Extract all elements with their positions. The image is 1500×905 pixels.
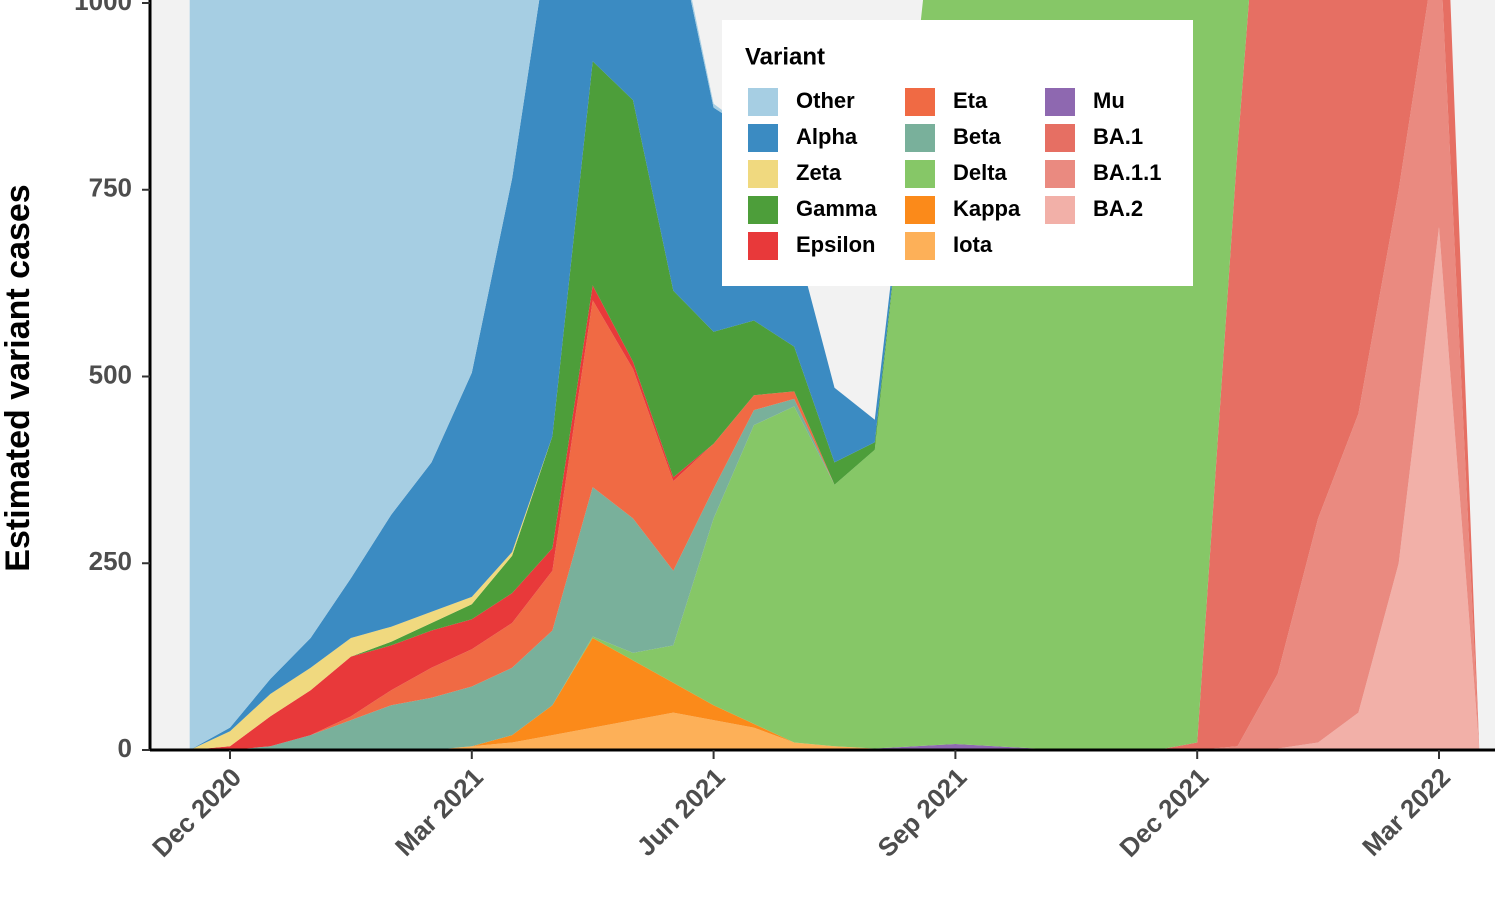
- legend-swatch: [1045, 160, 1075, 188]
- legend-title: Variant: [745, 43, 825, 70]
- legend-swatch: [748, 160, 778, 188]
- x-tick-label: Dec 2020: [146, 762, 247, 863]
- area: [189, 0, 1480, 750]
- y-tick-label: 500: [89, 359, 132, 389]
- y-tick-label: 750: [89, 173, 132, 203]
- legend-label: Delta: [953, 160, 1008, 185]
- legend-box: [722, 20, 1193, 286]
- x-tick-label: Mar 2021: [389, 762, 489, 862]
- legend-label: Beta: [953, 124, 1001, 149]
- legend-label: Zeta: [796, 160, 842, 185]
- legend-swatch: [905, 160, 935, 188]
- legend-swatch: [1045, 196, 1075, 224]
- legend-label: Other: [796, 88, 855, 113]
- legend-swatch: [905, 124, 935, 152]
- legend-label: Eta: [953, 88, 988, 113]
- legend-label: BA.2: [1093, 196, 1143, 221]
- legend-swatch: [1045, 88, 1075, 116]
- y-tick-label: 0: [118, 733, 132, 763]
- legend-label: Mu: [1093, 88, 1125, 113]
- x-tick-label: Mar 2022: [1356, 762, 1456, 862]
- legend-swatch: [748, 232, 778, 260]
- x-tick-label: Jun 2021: [631, 762, 731, 862]
- legend-label: BA.1.1: [1093, 160, 1161, 185]
- legend-swatch: [905, 88, 935, 116]
- area: [189, 0, 1480, 750]
- legend-swatch: [1045, 124, 1075, 152]
- legend-label: Gamma: [796, 196, 877, 221]
- area: [189, 0, 1480, 750]
- legend-swatch: [748, 88, 778, 116]
- area: [189, 0, 1480, 750]
- legend-swatch: [748, 124, 778, 152]
- legend-label: Alpha: [796, 124, 858, 149]
- y-tick-label: 250: [89, 546, 132, 576]
- x-tick-label: Dec 2021: [1113, 762, 1214, 863]
- area: [189, 0, 1480, 750]
- legend-label: Iota: [953, 232, 993, 257]
- legend-swatch: [748, 196, 778, 224]
- x-tick-label: Sep 2021: [872, 762, 973, 863]
- y-tick-label: 1000: [74, 0, 132, 16]
- legend-label: Kappa: [953, 196, 1021, 221]
- y-axis-title: Estimated variant cases: [0, 184, 37, 571]
- legend-swatch: [905, 232, 935, 260]
- legend: Variant Other Alpha Zeta Gamma Epsilon Eta Bet…: [722, 20, 1193, 286]
- legend-label: Epsilon: [796, 232, 875, 257]
- legend-label: BA.1: [1093, 124, 1143, 149]
- area: [189, 0, 1480, 750]
- legend-swatch: [905, 196, 935, 224]
